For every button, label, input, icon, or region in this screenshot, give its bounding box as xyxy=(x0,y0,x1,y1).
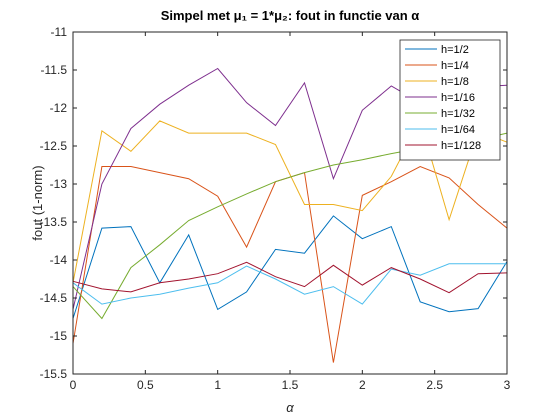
chart-title: Simpel met μ₁ = 1*μ₂: fout in functie va… xyxy=(161,8,420,23)
legend-label-3: h=1/8 xyxy=(441,76,469,88)
x-axis-label: α xyxy=(286,400,294,415)
legend-label-5: h=1/32 xyxy=(441,108,475,120)
y-tick-label: -13 xyxy=(50,177,68,191)
tick-layer: 0 0.5 1 1.5 2 2.5 3 -11 -11.5 -12 -12.5 -13 -13.5 -14… xyxy=(40,25,511,392)
y-tick-label: -13.5 xyxy=(40,215,68,229)
legend-label-7: h=1/128 xyxy=(441,140,481,152)
x-tick-label: 1 xyxy=(214,378,221,392)
y-tick-label: -11 xyxy=(51,25,68,39)
x-tick-label: 1.5 xyxy=(282,378,299,392)
x-tick-label: 2 xyxy=(359,378,366,392)
y-tick-label: -11.5 xyxy=(41,63,68,77)
legend-label-1: h=1/2 xyxy=(441,44,469,56)
series-line-1 xyxy=(72,215,508,319)
y-tick-label: -12.5 xyxy=(40,139,68,153)
x-tick-label: 0 xyxy=(70,378,77,392)
y-tick-label: -14.5 xyxy=(40,291,68,305)
x-tick-label: 0.5 xyxy=(137,378,154,392)
series-line-7 xyxy=(72,261,508,294)
legend-label-4: h=1/16 xyxy=(441,92,475,104)
legend-box xyxy=(399,39,501,161)
y-tick-label: -14 xyxy=(50,253,68,267)
y-tick-label: -15.5 xyxy=(40,367,68,381)
legend: h=1/2 h=1/4 h=1/8 h=1/16 h=1/32 h=1/64 h=1/128 xyxy=(399,39,501,161)
y-tick-label: -15 xyxy=(50,329,68,343)
series-line-6 xyxy=(72,263,507,305)
legend-label-2: h=1/4 xyxy=(441,60,469,72)
series-line-3 xyxy=(72,119,508,283)
y-axis-label: fout (1-norm) xyxy=(30,165,45,240)
y-tick-label: -12 xyxy=(50,101,68,115)
x-tick-label: 2.5 xyxy=(426,378,443,392)
legend-label-6: h=1/64 xyxy=(441,124,475,136)
x-tick-label: 3 xyxy=(504,378,511,392)
